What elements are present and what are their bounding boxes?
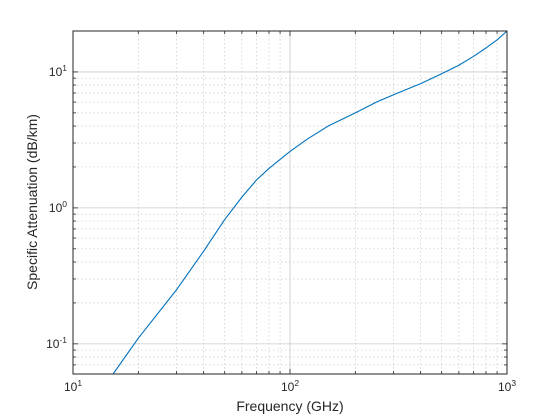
y-tick-labels: 10-1 100 101 xyxy=(46,63,67,351)
y-tick-label: 101 xyxy=(49,63,67,79)
x-axis-label: Frequency (GHz) xyxy=(236,398,343,414)
x-tick-label: 102 xyxy=(281,378,299,394)
tick-marks xyxy=(72,30,508,375)
series-layer xyxy=(112,30,508,375)
attenuation-line xyxy=(112,30,508,375)
y-tick-label: 10-1 xyxy=(46,335,67,351)
x-tick-labels: 101 102 103 xyxy=(64,378,516,394)
y-tick-label: 100 xyxy=(49,199,67,215)
x-tick-label: 103 xyxy=(498,378,516,394)
y-axis-label: Specific Attenuation (dB/km) xyxy=(24,114,40,290)
x-tick-label: 101 xyxy=(64,378,82,394)
